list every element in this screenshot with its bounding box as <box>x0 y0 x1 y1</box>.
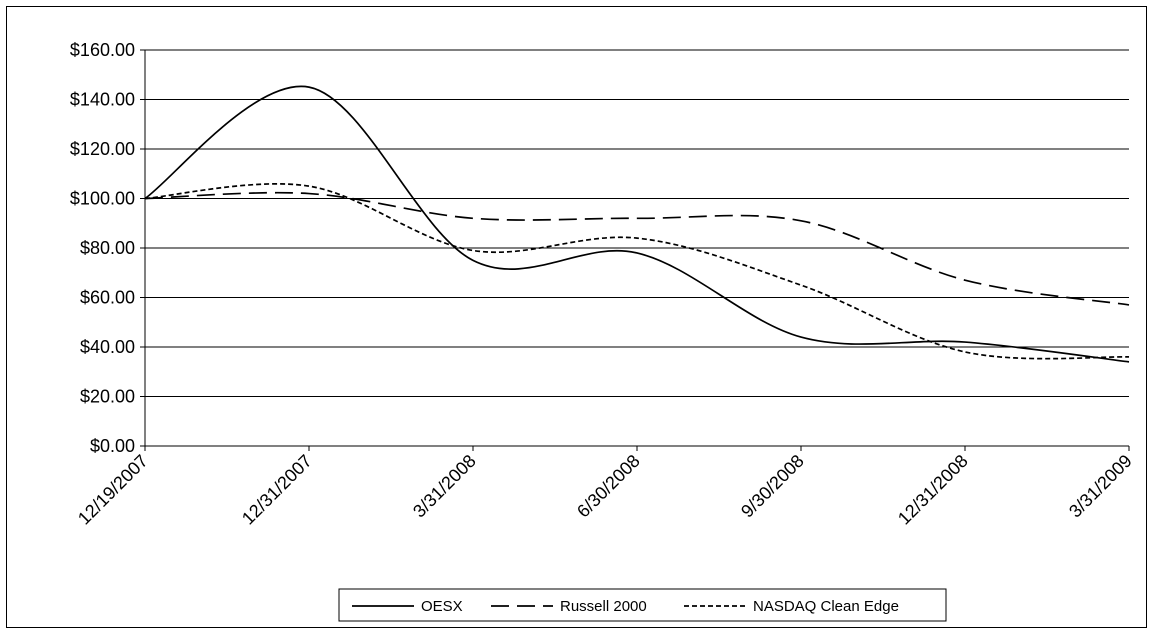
series-lines <box>144 85 1130 363</box>
series-line-nasdaq-clean-edge <box>144 183 1130 360</box>
legend-label: NASDAQ Clean Edge <box>753 598 899 615</box>
x-tick-label: 3/31/2009 <box>1065 451 1136 522</box>
series-line-oesx <box>144 85 1130 363</box>
gridlines <box>145 49 1129 447</box>
legend: OESX Russell 2000 NASDAQ Clean Edge <box>338 588 947 622</box>
y-tick-label: $160.00 <box>70 40 135 60</box>
y-tick-label: $60.00 <box>80 288 135 308</box>
x-axis-ticks: 12/19/2007 12/31/2007 3/31/2008 6/30/2008 9/… <box>74 446 1136 529</box>
y-tick-label: $20.00 <box>80 387 135 407</box>
y-tick-label: $140.00 <box>70 90 135 110</box>
legend-label: Russell 2000 <box>560 598 647 615</box>
y-axis-ticks: $0.00 $20.00 $40.00 $60.00 $80.00 $100.00 $120… <box>70 40 145 456</box>
y-tick-label: $120.00 <box>70 139 135 159</box>
y-tick-label: $40.00 <box>80 337 135 357</box>
x-tick-label: 12/31/2008 <box>894 451 972 529</box>
y-tick-label: $80.00 <box>80 238 135 258</box>
x-tick-label: 12/31/2007 <box>238 451 316 529</box>
legend-box <box>338 588 947 622</box>
y-tick-label: $100.00 <box>70 189 135 209</box>
chart-frame <box>6 6 1147 628</box>
series-line-russell-2000 <box>144 191 1130 306</box>
legend-label: OESX <box>421 598 463 615</box>
x-tick-label: 6/30/2008 <box>573 451 644 522</box>
x-tick-label: 9/30/2008 <box>737 451 808 522</box>
y-tick-label: $0.00 <box>90 436 135 456</box>
x-tick-label: 12/19/2007 <box>74 451 152 529</box>
x-tick-label: 3/31/2008 <box>409 451 480 522</box>
